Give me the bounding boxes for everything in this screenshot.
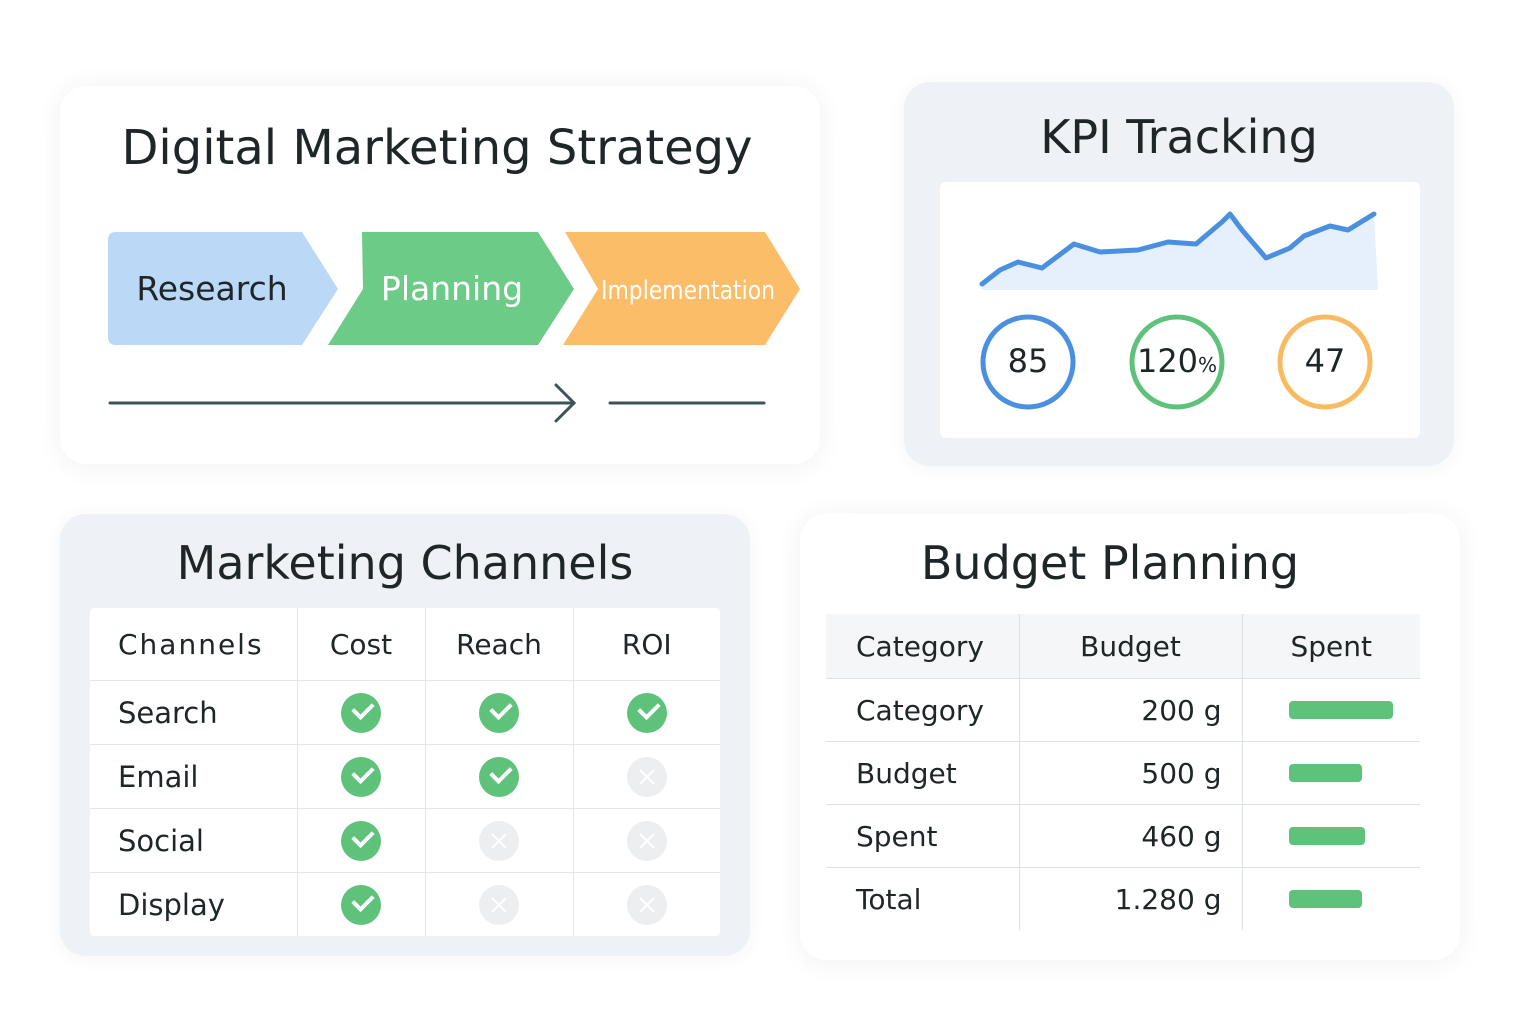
channel-row: Search [90,680,720,745]
gauge-47-value: 47 [1304,342,1346,380]
channel-row: Email [90,744,720,809]
col-cost: Cost [296,608,426,681]
budget-spent [1242,678,1420,742]
budget-header-row: Category Budget Spent [826,614,1420,679]
channels-title: Marketing Channels [176,536,634,590]
channel-cell [296,680,426,745]
channel-cell [424,872,574,936]
check-icon [479,756,519,797]
budget-row: Category 200 g [826,678,1420,742]
step-planning-label: Planning [381,269,523,308]
budget-amount: 460 g [1019,804,1243,868]
step-planning-shape [328,232,574,345]
budget-category: Category [826,678,1020,742]
timeline-arrow [108,383,766,423]
channels-header-row: Channels Cost Reach ROI [90,608,720,681]
channel-cell [296,744,426,809]
budget-category: Total [826,867,1020,930]
step-implementation-label: Implementation [601,276,775,306]
budget-amount: 1.280 g [1019,867,1243,930]
budget-title: Budget Planning [920,536,1300,590]
budget-amount: 200 g [1019,678,1243,742]
gauge-120-value: 120% [1136,342,1218,380]
col-budget: Budget [1019,614,1243,679]
channel-cell [572,872,720,936]
col-roi: ROI [572,608,720,681]
channel-name: Social [90,808,298,873]
cross-icon [479,884,519,925]
strategy-card: Digital Marketing Strategy Research Plan… [60,86,820,464]
channel-name: Search [90,680,298,745]
check-icon [341,692,381,733]
budget-spent [1242,804,1420,868]
channel-name: Email [90,744,298,809]
channel-cell [424,744,574,809]
col-category: Category [826,614,1020,679]
step-research-shape [108,232,338,345]
gauge-120: 120% [1127,312,1227,412]
budget-spent [1242,741,1420,805]
channel-cell [572,808,720,873]
budget-amount: 500 g [1019,741,1243,805]
budget-card: Budget Planning Category Budget Spent Ca… [800,514,1460,960]
budget-category: Spent [826,804,1020,868]
step-research[interactable]: Research [108,232,338,345]
cross-icon [626,756,667,797]
trend-chart [979,211,1378,290]
channel-cell [296,808,426,873]
check-icon [341,820,381,861]
channel-cell [572,744,720,809]
check-icon [626,692,667,733]
col-channels: Channels [90,608,298,681]
channels-card: Marketing Channels Channels Cost Reach R… [60,514,750,956]
budget-category: Budget [826,741,1020,805]
spent-bar [1288,701,1393,719]
channel-row: Social [90,808,720,873]
trend-line [979,211,1377,287]
strategy-flow: Research Planning Implementation [108,232,800,423]
budget-row: Spent 460 g [826,804,1420,868]
cross-icon [626,884,667,925]
col-spent: Spent [1242,614,1420,679]
spent-bar [1288,827,1365,845]
gauge-85-ring [980,314,1076,410]
budget-row: Budget 500 g [826,741,1420,805]
spent-bar [1288,764,1362,782]
budget-table: Category Budget Spent Category 200 g Budge… [826,614,1420,930]
step-implementation-shape [563,232,800,345]
spent-bar [1288,890,1362,908]
cross-icon [479,820,519,861]
channel-cell [296,872,426,936]
gauge-85-value: 85 [1007,342,1049,380]
channel-row: Display [90,872,720,936]
channel-cell [572,680,720,745]
channels-table: Channels Cost Reach ROI Search Email Socia… [90,608,720,936]
gauge-47: 47 [1275,312,1375,412]
check-icon [479,692,519,733]
step-implementation[interactable]: Implementation [563,232,800,345]
col-reach: Reach [424,608,574,681]
step-planning[interactable]: Planning [328,232,574,345]
cross-icon [626,820,667,861]
check-icon [341,884,381,925]
budget-row: Total 1.280 g [826,867,1420,931]
check-icon [341,756,381,797]
kpi-panel: 85 120% 47 [940,182,1420,438]
gauge-47-ring [1277,314,1373,410]
budget-spent [1242,868,1420,931]
gauge-85: 85 [978,312,1078,412]
kpi-card: KPI Tracking 85 120% 47 [904,82,1454,466]
channel-name: Display [90,872,298,936]
channel-cell [424,680,574,745]
trend-area [982,214,1378,290]
step-research-label: Research [136,269,287,308]
strategy-title: Digital Marketing Strategy [121,120,753,176]
kpi-title: KPI Tracking [1040,110,1318,164]
gauge-120-ring [1129,314,1225,410]
channel-cell [424,808,574,873]
